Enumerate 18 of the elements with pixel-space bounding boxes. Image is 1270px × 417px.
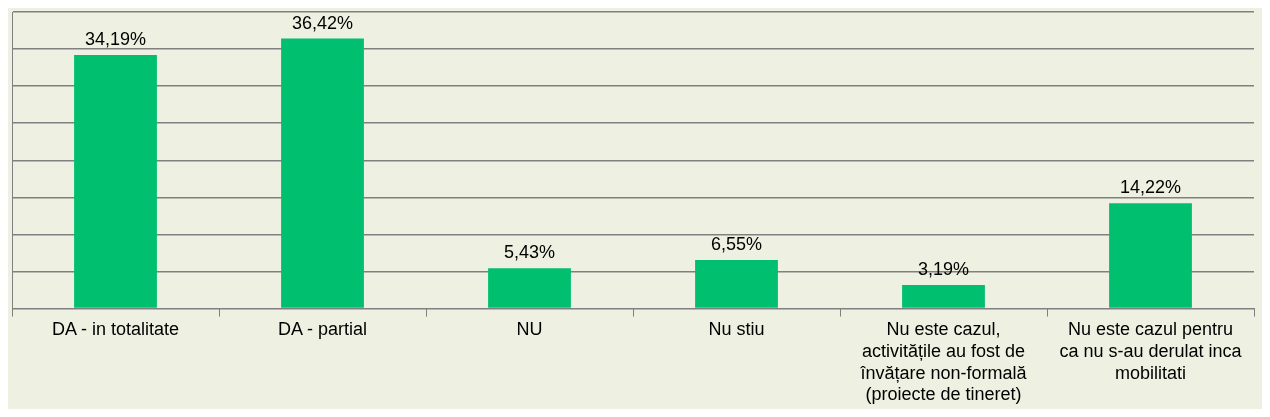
data-label: 36,42%: [291, 12, 354, 33]
x-tick-label: Nu este cazul, activitățile au fost de învățare non-formală (proiecte de tineret): [859, 319, 1028, 405]
bar: [695, 260, 778, 308]
data-label: 5,43%: [503, 242, 556, 263]
data-label: 3,19%: [917, 258, 970, 279]
x-tick-label: Nu stiu: [708, 319, 765, 340]
data-label: 34,19%: [84, 29, 147, 50]
bar: [902, 284, 985, 308]
bar: [1109, 203, 1192, 308]
x-tick-label: Nu este cazul pentru ca nu s-au derulat inca mobilitati: [1059, 319, 1243, 383]
bar: [74, 55, 157, 308]
x-tick-label: DA - partial: [277, 319, 368, 340]
bar: [281, 38, 364, 308]
data-label: 6,55%: [710, 234, 763, 254]
x-tick-label: DA - in totalitate: [51, 319, 180, 340]
bar: [488, 268, 571, 308]
data-label: 14,22%: [1119, 177, 1182, 198]
x-tick-label: NU: [516, 319, 543, 340]
